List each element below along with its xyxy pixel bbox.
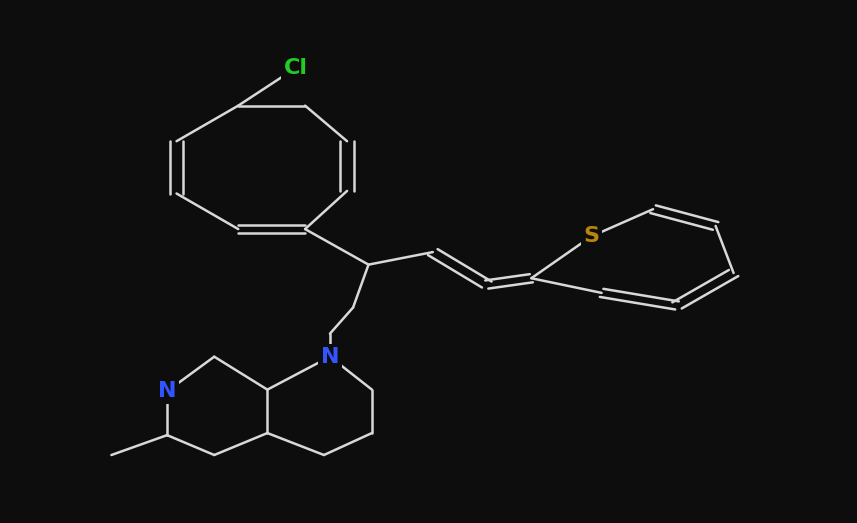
Text: S: S — [584, 226, 599, 246]
Text: Cl: Cl — [284, 58, 308, 78]
Text: N: N — [158, 381, 177, 401]
Text: N: N — [321, 347, 339, 367]
